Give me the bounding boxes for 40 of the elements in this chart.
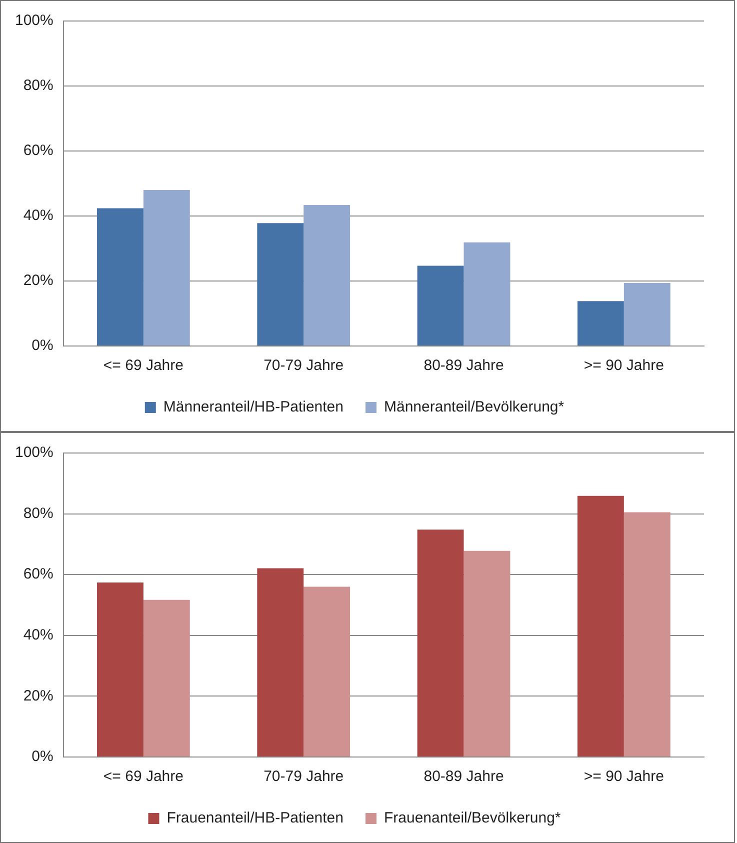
bar bbox=[624, 512, 670, 756]
bar bbox=[143, 600, 190, 756]
bar bbox=[304, 586, 350, 756]
bar bbox=[464, 550, 510, 756]
x-tick-label: <= 69 Jahre bbox=[103, 357, 184, 374]
bar bbox=[464, 242, 510, 346]
y-tick-label: 60% bbox=[23, 142, 54, 160]
bar bbox=[304, 204, 350, 346]
bar bbox=[577, 301, 624, 346]
y-tick-label: 20% bbox=[23, 272, 54, 290]
x-tick-label: >= 90 Jahre bbox=[584, 768, 664, 786]
legend-label: Männeranteil/Bevölkerung* bbox=[384, 398, 564, 416]
y-tick-label: 0% bbox=[32, 337, 54, 354]
legend-label: Männeranteil/HB-Patienten bbox=[163, 398, 344, 416]
bar bbox=[97, 582, 144, 756]
legend-label: Frauenanteil/Bevölkerung* bbox=[384, 810, 561, 827]
x-tick-label: >= 90 Jahre bbox=[584, 357, 664, 374]
y-tick-label: 100% bbox=[14, 12, 54, 30]
bar bbox=[143, 190, 190, 346]
y-tick-label: 40% bbox=[23, 626, 54, 644]
y-tick-label: 20% bbox=[23, 687, 54, 704]
y-tick-label: 80% bbox=[23, 504, 54, 522]
x-tick-label: 70-79 Jahre bbox=[264, 768, 344, 786]
x-tick-label: 70-79 Jahre bbox=[264, 357, 344, 374]
bar bbox=[417, 266, 464, 346]
x-tick-label: 80-89 Jahre bbox=[424, 357, 504, 374]
bar bbox=[257, 568, 304, 756]
bar bbox=[624, 282, 670, 346]
y-tick-label: 80% bbox=[23, 77, 54, 94]
bar bbox=[97, 208, 144, 346]
legend-label: Frauenanteil/HB-Patienten bbox=[166, 810, 344, 827]
bar bbox=[417, 530, 464, 756]
bar bbox=[257, 223, 304, 346]
bar bbox=[577, 496, 624, 756]
x-tick-label: <= 69 Jahre bbox=[103, 768, 184, 786]
y-tick-label: 0% bbox=[32, 748, 54, 766]
y-tick-label: 40% bbox=[23, 207, 54, 224]
y-tick-label: 100% bbox=[14, 444, 54, 462]
x-tick-label: 80-89 Jahre bbox=[424, 768, 504, 786]
y-tick-label: 60% bbox=[23, 566, 54, 583]
